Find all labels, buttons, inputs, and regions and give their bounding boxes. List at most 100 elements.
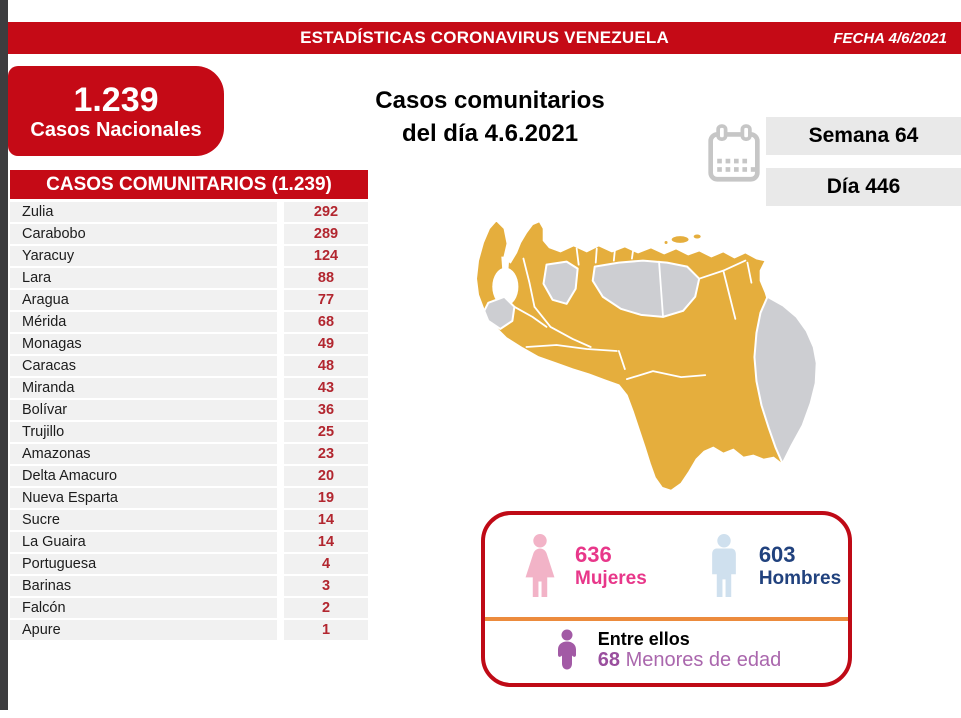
map-island-tiny	[663, 240, 669, 246]
header-date: FECHA 4/6/2021	[833, 29, 947, 47]
header-bar: ESTADÍSTICAS CORONAVIRUS VENEZUELA FECHA…	[8, 22, 961, 54]
left-edge-strip	[0, 0, 8, 710]
state-name: Caracas	[10, 356, 277, 376]
table-row: Yaracuy 124	[10, 246, 368, 266]
state-name: Bolívar	[10, 400, 277, 420]
national-cases-badge: 1.239 Casos Nacionales	[8, 66, 224, 156]
state-cases: 292	[284, 202, 368, 222]
state-name: Nueva Esparta	[10, 488, 277, 508]
table-row: Mérida 68	[10, 312, 368, 332]
man-icon	[711, 534, 736, 597]
calendar-icon	[706, 122, 762, 188]
table-row: Barinas 3	[10, 576, 368, 596]
map-state-borders	[513, 247, 753, 381]
women-label: Mujeres	[575, 567, 647, 589]
minors-value: 68	[597, 649, 620, 671]
minors-label: Menores de edad	[625, 649, 782, 671]
men-stat: 603 Hombres	[703, 533, 841, 599]
state-cases: 23	[284, 444, 368, 464]
map-gray-tachira	[483, 295, 516, 330]
state-cases: 2	[284, 598, 368, 618]
community-cases-title: Casos comunitarios del día 4.6.2021	[330, 84, 650, 150]
table-row: Portuguesa 4	[10, 554, 368, 574]
week-label: Semana 64	[808, 124, 919, 147]
venezuela-map	[428, 198, 880, 500]
state-name: Miranda	[10, 378, 277, 398]
map-gray-guarico-anzoategui	[591, 259, 701, 318]
day-label: Día 446	[826, 175, 901, 198]
women-value: 636	[575, 541, 612, 567]
state-cases: 77	[284, 290, 368, 310]
state-name: Delta Amacuro	[10, 466, 277, 486]
state-cases: 19	[284, 488, 368, 508]
state-cases: 289	[284, 224, 368, 244]
state-name: Aragua	[10, 290, 277, 310]
state-cases: 25	[284, 422, 368, 442]
table-header: CASOS COMUNITARIOS (1.239)	[10, 170, 368, 199]
table-row: Apure 1	[10, 620, 368, 640]
state-name: Portuguesa	[10, 554, 277, 574]
table-row: Caracas 48	[10, 356, 368, 376]
national-cases-value: 1.239	[73, 80, 159, 119]
state-cases: 48	[284, 356, 368, 376]
map-island-small	[692, 233, 702, 240]
week-badge: Semana 64	[766, 117, 961, 155]
map-gray-cojedes	[542, 260, 579, 305]
national-cases-label: Casos Nacionales	[30, 118, 202, 141]
state-cases: 88	[284, 268, 368, 288]
state-name: Apure	[10, 620, 277, 640]
state-cases: 1	[284, 620, 368, 640]
table-row: Miranda 43	[10, 378, 368, 398]
men-label: Hombres	[758, 567, 842, 589]
table-row: Sucre 14	[10, 510, 368, 530]
table-row: Trujillo 25	[10, 422, 368, 442]
state-name: Mérida	[10, 312, 277, 332]
state-name: Lara	[10, 268, 277, 288]
state-name: Monagas	[10, 334, 277, 354]
state-cases: 14	[284, 532, 368, 552]
state-cases: 43	[284, 378, 368, 398]
state-name: Carabobo	[10, 224, 277, 244]
women-stat: 636 Mujeres	[519, 533, 647, 599]
community-cases-title-line1: Casos comunitarios	[375, 87, 605, 114]
table-row: La Guaira 14	[10, 532, 368, 552]
minors-text: 68 Menores de edad	[598, 649, 781, 671]
gender-stats-card: 636 Mujeres 603 Hombres	[481, 511, 852, 687]
map-gray-esequibo	[753, 295, 818, 465]
table-row: Falcón 2	[10, 598, 368, 618]
table-row: Nueva Esparta 19	[10, 488, 368, 508]
page-title: ESTADÍSTICAS CORONAVIRUS VENEZUELA	[300, 28, 669, 47]
cases-table: Zulia 292 Carabobo 289 Yaracuy 124 Lara 88 Aragu…	[10, 202, 368, 642]
men-value: 603	[758, 541, 796, 567]
orange-divider	[485, 617, 848, 621]
state-name: Amazonas	[10, 444, 277, 464]
day-badge: Día 446	[766, 168, 961, 206]
minors-intro: Entre ellos	[597, 629, 690, 649]
table-row: Lara 88	[10, 268, 368, 288]
state-name: Sucre	[10, 510, 277, 530]
state-name: Barinas	[10, 576, 277, 596]
state-name: Trujillo	[10, 422, 277, 442]
map-island-margarita	[670, 234, 690, 245]
table-row: Delta Amacuro 20	[10, 466, 368, 486]
state-name: Falcón	[10, 598, 277, 618]
table-row: Amazonas 23	[10, 444, 368, 464]
minors-stat: Entre ellos 68 Menores de edad	[485, 621, 848, 679]
table-row: Zulia 292	[10, 202, 368, 222]
state-name: La Guaira	[10, 532, 277, 552]
woman-icon	[525, 534, 555, 597]
table-row: Carabobo 289	[10, 224, 368, 244]
table-row: Aragua 77	[10, 290, 368, 310]
child-icon	[557, 629, 576, 670]
state-cases: 14	[284, 510, 368, 530]
state-cases: 36	[284, 400, 368, 420]
table-row: Monagas 49	[10, 334, 368, 354]
state-name: Zulia	[10, 202, 277, 222]
state-cases: 68	[284, 312, 368, 332]
state-cases: 124	[284, 246, 368, 266]
table-row: Bolívar 36	[10, 400, 368, 420]
state-cases: 20	[284, 466, 368, 486]
gender-stats-row: 636 Mujeres 603 Hombres	[485, 515, 848, 617]
state-name: Yaracuy	[10, 246, 277, 266]
